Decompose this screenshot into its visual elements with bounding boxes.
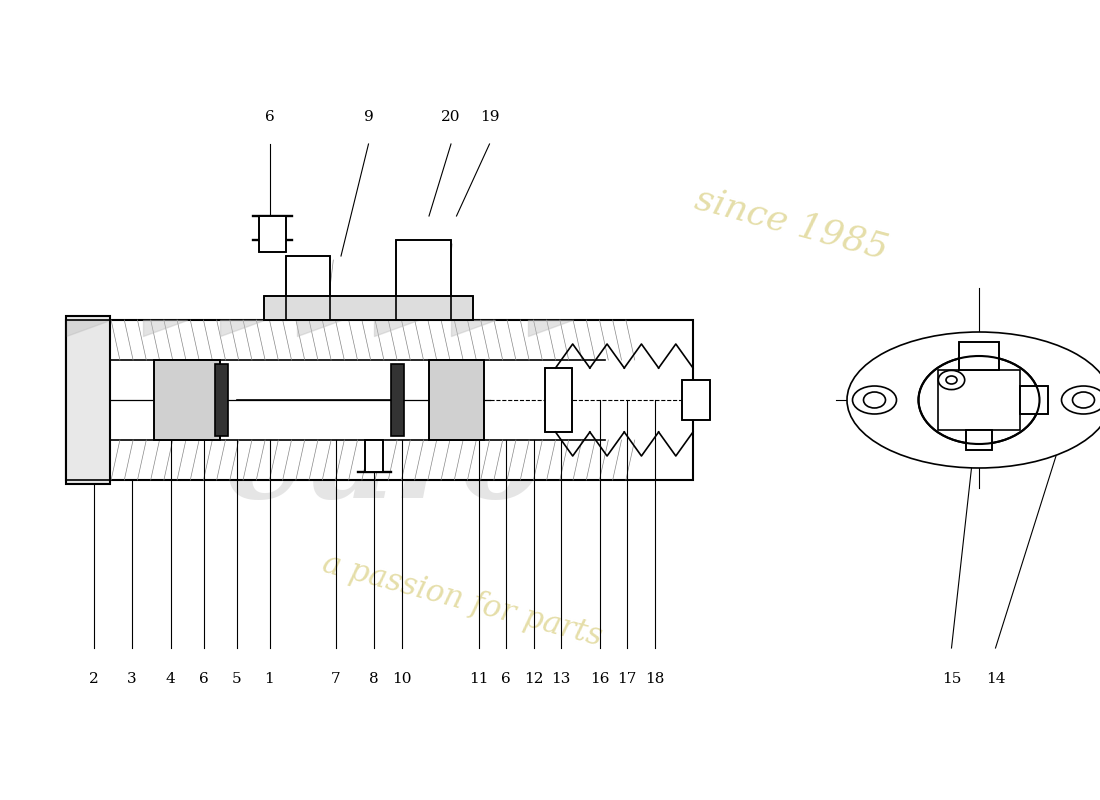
- Bar: [264, 296, 473, 320]
- Bar: [544, 368, 572, 432]
- Bar: [966, 430, 992, 450]
- Bar: [286, 256, 330, 320]
- Text: 8: 8: [370, 672, 378, 686]
- Text: 7: 7: [331, 672, 340, 686]
- Text: 6: 6: [502, 672, 510, 686]
- Text: 3: 3: [128, 672, 136, 686]
- Text: 5: 5: [232, 672, 241, 686]
- Text: 6: 6: [199, 672, 208, 686]
- Bar: [396, 240, 451, 320]
- Bar: [1021, 386, 1047, 414]
- Text: 17: 17: [617, 672, 637, 686]
- Bar: [682, 380, 710, 420]
- Text: 4: 4: [166, 672, 175, 686]
- Text: 6: 6: [265, 110, 274, 124]
- Text: 10: 10: [392, 672, 411, 686]
- Text: 1: 1: [265, 672, 274, 686]
- Text: since 1985: since 1985: [692, 182, 892, 266]
- Bar: [286, 256, 330, 320]
- Bar: [966, 430, 992, 450]
- Bar: [959, 342, 999, 370]
- Bar: [264, 296, 473, 320]
- Circle shape: [864, 392, 886, 408]
- Bar: [682, 380, 710, 420]
- Text: 14: 14: [986, 672, 1005, 686]
- Ellipse shape: [1062, 386, 1100, 414]
- Circle shape: [918, 356, 1040, 444]
- Text: 19: 19: [480, 110, 499, 124]
- Text: 9: 9: [364, 110, 373, 124]
- Text: 2: 2: [89, 672, 98, 686]
- Bar: [154, 360, 220, 440]
- Bar: [66, 316, 110, 484]
- Text: 16: 16: [590, 672, 609, 686]
- Text: 18: 18: [645, 672, 664, 686]
- Bar: [1021, 386, 1047, 414]
- Bar: [154, 360, 220, 440]
- Bar: [258, 216, 286, 252]
- Text: 12: 12: [524, 672, 543, 686]
- Bar: [396, 240, 451, 320]
- Bar: [429, 360, 484, 440]
- Circle shape: [946, 376, 957, 384]
- Bar: [544, 368, 572, 432]
- Bar: [214, 364, 228, 436]
- Circle shape: [938, 370, 965, 390]
- Bar: [959, 342, 999, 370]
- Bar: [390, 364, 404, 436]
- Text: 13: 13: [551, 672, 571, 686]
- Text: a passion for parts: a passion for parts: [319, 548, 605, 652]
- Circle shape: [1072, 392, 1094, 408]
- Text: 15: 15: [942, 672, 961, 686]
- Text: 11: 11: [469, 672, 488, 686]
- Bar: [66, 320, 693, 480]
- Bar: [365, 440, 383, 472]
- Text: euro: euro: [226, 403, 544, 525]
- Ellipse shape: [847, 332, 1100, 468]
- Bar: [937, 370, 1021, 430]
- Bar: [258, 216, 286, 252]
- Bar: [66, 320, 110, 480]
- Ellipse shape: [852, 386, 896, 414]
- Bar: [429, 360, 484, 440]
- Text: 20: 20: [441, 110, 461, 124]
- Bar: [365, 440, 383, 472]
